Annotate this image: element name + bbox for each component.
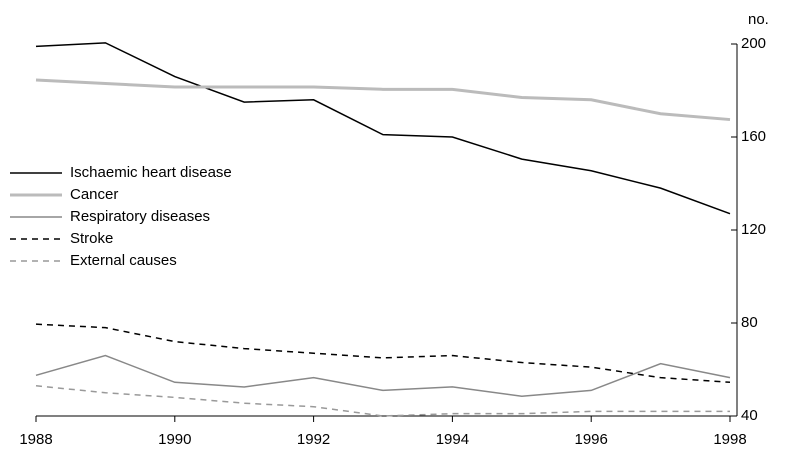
y-tick-label: 160 (741, 128, 766, 145)
legend-label: Cancer (70, 186, 118, 203)
legend-label: External causes (70, 252, 177, 269)
legend-label: Ischaemic heart disease (70, 164, 232, 181)
legend-label: Stroke (70, 230, 113, 247)
series-line (35, 354, 731, 397)
y-tick-label: 200 (741, 35, 766, 52)
x-tick-label: 1996 (575, 431, 608, 448)
legend-label: Respiratory diseases (70, 208, 210, 225)
x-tick-label: 1998 (713, 431, 746, 448)
series-line (35, 78, 731, 122)
x-tick-label: 1988 (19, 431, 52, 448)
y-tick-label: 120 (741, 221, 766, 238)
x-tick-label: 1990 (158, 431, 191, 448)
y-tick-label: 80 (741, 314, 758, 331)
series-line (35, 323, 731, 384)
y-tick-label: 40 (741, 407, 758, 424)
x-tick-label: 1992 (297, 431, 330, 448)
x-tick-label: 1994 (436, 431, 469, 448)
y-unit-label: no. (748, 11, 769, 28)
series-line (35, 42, 731, 215)
